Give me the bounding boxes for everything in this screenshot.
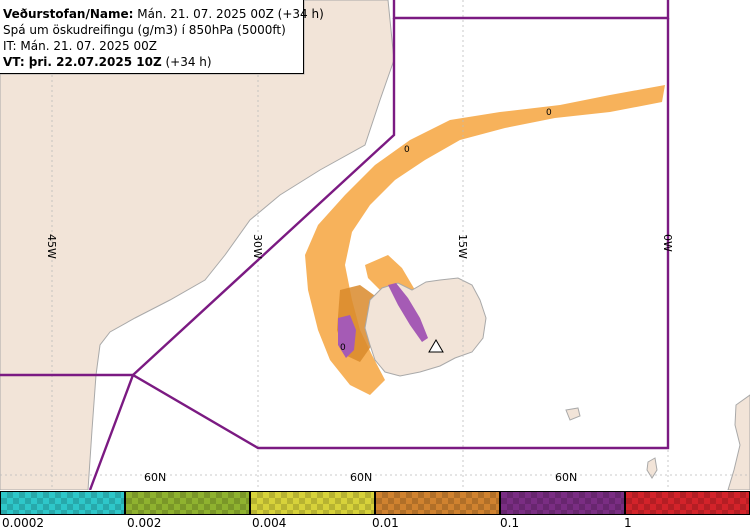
contour-label: 0: [546, 108, 552, 118]
latitude-label: 60N: [350, 471, 373, 484]
longitude-label: 30W: [251, 234, 264, 259]
longitude-label: 0W: [661, 234, 674, 252]
legend-swatch-yellow: [250, 491, 375, 515]
contour-label: 0: [340, 343, 346, 353]
legend-tick-label: 1: [624, 516, 632, 530]
issuer-label: Veðurstofan/Name:: [3, 7, 134, 21]
latitude-label: 60N: [555, 471, 578, 484]
faroe-island: [565, 407, 581, 421]
greenland-land: [0, 0, 395, 490]
ash-plume-low: [305, 85, 665, 395]
legend-swatch-green: [125, 491, 250, 515]
legend-swatch-orange: [375, 491, 500, 515]
longitude-label: 45W: [45, 234, 58, 259]
valid-time-offset: (+34 h): [165, 55, 212, 69]
valid-time-label: VT: þri. 22.07.2025 10Z: [3, 55, 162, 69]
iceland-land: [364, 277, 487, 377]
volcano-marker-icon[interactable]: [428, 339, 444, 353]
concentration-legend: 0.0002 0.002 0.004 0.01 0.1 1: [0, 490, 750, 532]
ash-plume-high-east: [388, 283, 428, 342]
legend-tick-label: 0.01: [372, 516, 399, 530]
norway-coast-land: [727, 394, 750, 490]
latitude-label: 60N: [144, 471, 167, 484]
info-line-valid-time: VT: þri. 22.07.2025 10Z (+34 h): [3, 54, 303, 70]
info-line-issuer: Veðurstofan/Name: Mán. 21. 07. 2025 00Z …: [3, 6, 324, 22]
legend-tick-label: 0.002: [127, 516, 162, 530]
ash-plume-high-west: [338, 315, 356, 358]
forecast-info-box: Veðurstofan/Name: Mán. 21. 07. 2025 00Z …: [0, 0, 324, 74]
fir-boundary: [0, 0, 670, 490]
shetland-island: [646, 457, 658, 479]
issuer-value: Mán. 21. 07. 2025 00Z (+34 h): [137, 7, 324, 21]
info-line-initial-time: IT: Mán. 21. 07. 2025 00Z: [3, 39, 157, 53]
info-line-product: Spá um öskudreifingu (g/m3) í 850hPa (50…: [3, 23, 286, 37]
legend-tick-label: 0.0002: [2, 516, 44, 530]
legend-swatch-purple: [500, 491, 625, 515]
contour-label: 0: [404, 145, 410, 155]
legend-swatch-cyan: [0, 491, 125, 515]
longitude-label: 15W: [456, 234, 469, 259]
legend-swatch-red: [625, 491, 750, 515]
legend-tick-label: 0.1: [500, 516, 520, 530]
legend-tick-label: 0.004: [252, 516, 287, 530]
map-canvas[interactable]: 0 0 0: [0, 0, 750, 490]
